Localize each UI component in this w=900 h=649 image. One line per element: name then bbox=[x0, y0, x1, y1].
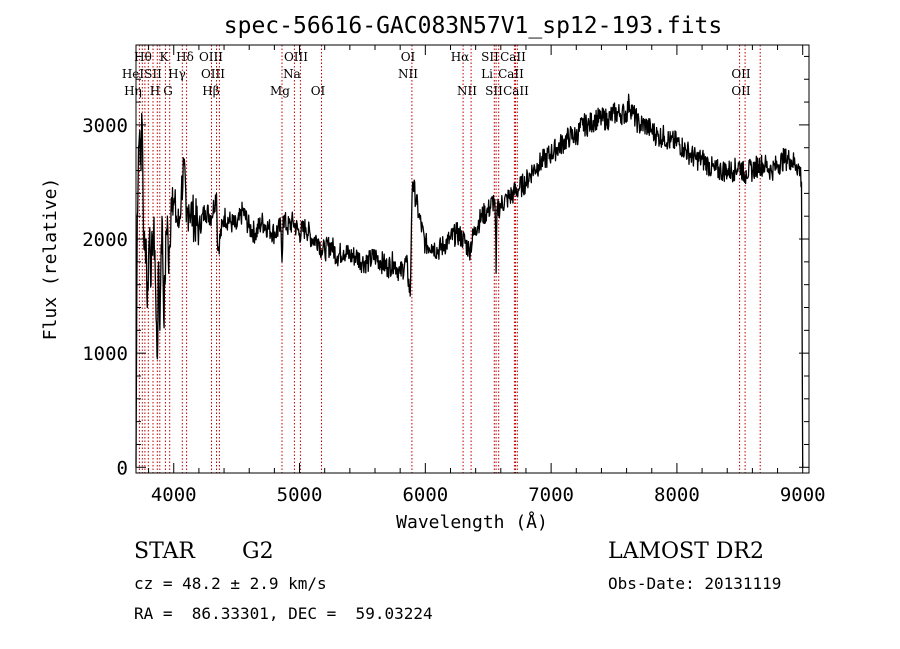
spectral-line-label: OIII bbox=[284, 50, 308, 64]
x-tick-label: 8000 bbox=[654, 484, 700, 506]
spectral-line-label: Na bbox=[283, 67, 301, 81]
spectral-line-label: OII bbox=[731, 67, 751, 81]
y-axis-label: Flux (relative) bbox=[40, 178, 61, 341]
y-tick-label: 0 bbox=[117, 457, 128, 479]
axis-ticks: 4000 5000 6000 7000 8000 9000 0 1000 2000 3000 bbox=[82, 45, 826, 506]
spectral-line-label: CaII bbox=[498, 67, 524, 81]
spectral-line-label: NII bbox=[398, 67, 418, 81]
redshift-velocity: cz = 48.2 ± 2.9 km/s bbox=[134, 574, 327, 593]
spectral-line-label: Hβ bbox=[202, 84, 219, 98]
spectral-line-label: OII bbox=[731, 84, 751, 98]
plot-frame bbox=[135, 44, 810, 474]
spectrum-series-line bbox=[135, 93, 804, 468]
spectral-line-label: Hη bbox=[124, 84, 142, 98]
y-tick-label: 1000 bbox=[82, 343, 128, 365]
spectral-line-label: OIII bbox=[199, 50, 223, 64]
x-tick-label: 6000 bbox=[402, 484, 448, 506]
y-tick-label: 3000 bbox=[82, 115, 128, 137]
x-axis-label: Wavelength (Å) bbox=[396, 511, 548, 533]
spectral-line-label: SII bbox=[144, 67, 162, 81]
spectral-line-label: CaII bbox=[503, 84, 529, 98]
spectral-line-label: Hθ bbox=[134, 50, 152, 64]
y-tick-label: 2000 bbox=[82, 229, 128, 251]
x-tick-label: 4000 bbox=[151, 484, 197, 506]
x-tick-label: 5000 bbox=[277, 484, 323, 506]
spectral-line-label: SII bbox=[485, 84, 503, 98]
object-subclass: G2 bbox=[242, 539, 274, 564]
spectral-line-label: Hγ bbox=[168, 67, 186, 81]
object-class: STAR bbox=[134, 539, 195, 564]
spectral-line-label: Hδ bbox=[176, 50, 194, 64]
spectral-line-label: Mg bbox=[270, 84, 290, 98]
spectral-line-label: CaII bbox=[500, 50, 526, 64]
observation-date: Obs-Date: 20131119 bbox=[608, 574, 782, 593]
survey-name: LAMOST DR2 bbox=[608, 539, 764, 564]
spectral-line-label: G bbox=[163, 84, 173, 98]
chart-title: spec-56616-GAC083N57V1_sp12-193.fits bbox=[224, 13, 723, 39]
spectral-line-label: OI bbox=[311, 84, 326, 98]
spectral-line-label: Hα bbox=[451, 50, 470, 64]
sky-coordinates: RA = 86.33301, DEC = 59.03224 bbox=[134, 604, 433, 623]
x-tick-label: 7000 bbox=[528, 484, 574, 506]
spectral-line-markers bbox=[138, 45, 761, 473]
spectral-line-label: Li bbox=[481, 67, 493, 81]
spectral-line-label: OIII bbox=[201, 67, 225, 81]
spectral-line-label: SII bbox=[481, 50, 499, 64]
spectral-line-label: HeI bbox=[122, 67, 145, 81]
spectral-line-label: H bbox=[150, 84, 160, 98]
x-tick-label: 9000 bbox=[780, 484, 826, 506]
spectral-line-label: K bbox=[160, 50, 170, 64]
spectral-line-label: NII bbox=[457, 84, 477, 98]
spectral-line-label: OI bbox=[401, 50, 416, 64]
